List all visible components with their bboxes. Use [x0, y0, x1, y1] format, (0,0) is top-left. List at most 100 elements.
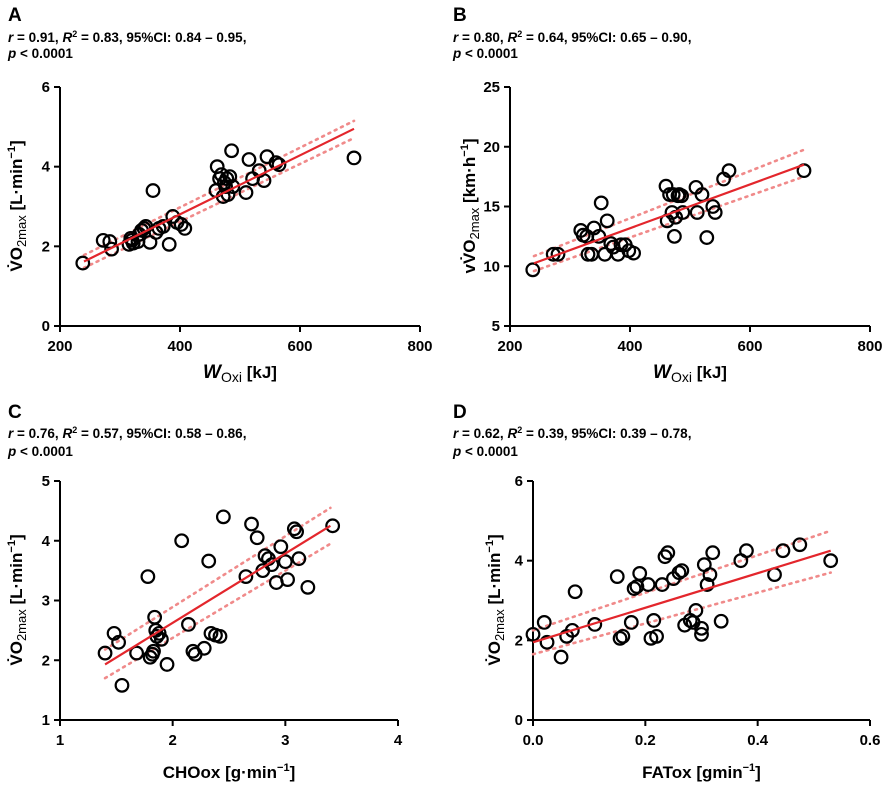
data-point: [111, 634, 126, 650]
stat-r-label: r: [453, 426, 459, 441]
data-point: [536, 615, 552, 630]
stat-r2-sup: 2: [72, 29, 77, 39]
panel-letter-d: D: [453, 402, 467, 423]
data-point: [145, 183, 161, 198]
data-point: [201, 553, 217, 569]
data-point: [215, 509, 231, 525]
y-title-unit: [L·min: [7, 553, 26, 610]
data-point: [289, 524, 305, 540]
data-point: [539, 634, 555, 650]
stat-p-label: p: [452, 46, 461, 61]
stats-pvalue: p < 0.0001: [7, 46, 73, 61]
stat-r-value: = 0.91,: [13, 30, 62, 45]
data-point: [626, 581, 642, 596]
x-tick-label: 2: [168, 732, 176, 749]
stat-r2-sup: 2: [517, 29, 522, 39]
data-point: [612, 630, 628, 646]
regression-line: [532, 549, 832, 644]
y-tick-label: 5: [42, 473, 50, 490]
data-point: [95, 232, 111, 248]
y-tick-label: 3: [42, 593, 50, 610]
stat-p-label: p: [7, 444, 16, 459]
data-point: [640, 577, 656, 592]
y-title-sub: 2max: [492, 609, 507, 641]
data-point: [286, 521, 302, 537]
x-tick-label: 0.6: [860, 732, 881, 749]
data-point: [667, 228, 682, 244]
stats-line: r = 0.91, R2 = 0.83, 95%CI: 0.84 – 0.95,: [8, 29, 246, 45]
data-point: [739, 543, 754, 559]
data-point: [713, 613, 729, 629]
y-title-main: O: [460, 239, 479, 252]
x-title-sup: −1: [277, 762, 290, 774]
stat-r2-label: R: [507, 426, 517, 441]
data-point: [146, 643, 161, 659]
y-title-v: V̇: [7, 260, 26, 272]
stat-r2-label: R: [62, 30, 72, 45]
y-tick-label: 10: [483, 258, 500, 275]
data-point: [104, 241, 119, 257]
data-point: [654, 577, 670, 592]
data-point: [177, 221, 193, 236]
data-point: [291, 551, 307, 567]
x-tick-label: 600: [737, 338, 762, 355]
x-title-main: W: [203, 362, 223, 383]
data-point: [705, 545, 721, 561]
y-axis-title: V̇O2max [L·min−1]: [6, 140, 29, 271]
data-point: [525, 262, 541, 278]
stat-p-value: < 0.0001: [16, 46, 73, 61]
x-tick-label: 0.4: [747, 732, 769, 749]
data-point: [273, 539, 289, 555]
y-tick-label: 6: [515, 473, 523, 490]
chart-panel-c: r = 0.76, R2 = 0.57, 95%CI: 0.58 – 0.86,…: [6, 425, 403, 782]
data-point: [699, 230, 715, 245]
data-point: [256, 173, 272, 189]
stat-r-label: r: [8, 426, 14, 441]
y-title-sub: 2max: [467, 207, 482, 239]
x-tick-label: 200: [497, 338, 522, 355]
chart-panel-b: r = 0.80, R2 = 0.64, 95%CI: 0.65 – 0.90,…: [452, 29, 883, 385]
y-title-sub: 2max: [14, 609, 29, 641]
x-tick-label: 4: [394, 732, 403, 749]
y-tick-label: 2: [42, 652, 50, 669]
x-axis-title: CHOox [g·min−1]: [163, 762, 296, 782]
stats-line: r = 0.76, R2 = 0.57, 95%CI: 0.58 – 0.86,: [8, 425, 246, 441]
data-point: [567, 584, 583, 600]
y-tick-label: 0: [515, 712, 523, 729]
data-point: [212, 628, 228, 644]
y-tick-label: 15: [483, 199, 500, 216]
stat-r-label: r: [453, 30, 459, 45]
y-tick-label: 2: [515, 632, 523, 649]
ci-lower-line: [531, 571, 832, 656]
regression-line: [533, 163, 805, 265]
y-tick-label: 2: [42, 238, 50, 255]
data-point: [674, 563, 690, 579]
y-title-close: ]: [460, 138, 479, 144]
regression-line: [104, 524, 331, 666]
y-axis-title: vV̇O2max [km·h−1]: [459, 138, 482, 273]
x-tick-label: 800: [857, 338, 882, 355]
x-tick-label: 400: [167, 338, 192, 355]
y-tick-label: 4: [42, 533, 51, 550]
data-point: [564, 622, 580, 638]
data-point: [796, 163, 812, 179]
data-point: [707, 205, 723, 220]
stat-r2-sup: 2: [72, 425, 77, 435]
data-point: [271, 157, 287, 173]
data-point: [623, 615, 639, 630]
y-title-close: ]: [485, 534, 504, 540]
data-point: [174, 533, 190, 549]
data-point: [550, 246, 566, 262]
stats-line: r = 0.80, R2 = 0.64, 95%CI: 0.65 – 0.90,: [453, 29, 691, 45]
x-title-main: CHOox: [163, 763, 221, 782]
y-tick-label: 0: [42, 318, 50, 335]
data-point: [114, 677, 130, 693]
data-point: [300, 579, 316, 595]
x-title-close: ]: [290, 763, 296, 782]
data-point: [325, 518, 341, 534]
x-tick-label: 600: [287, 338, 312, 355]
data-point: [702, 567, 718, 583]
data-point: [277, 554, 293, 570]
stat-p-label: p: [7, 46, 16, 61]
panel-letter-b: B: [453, 5, 467, 26]
